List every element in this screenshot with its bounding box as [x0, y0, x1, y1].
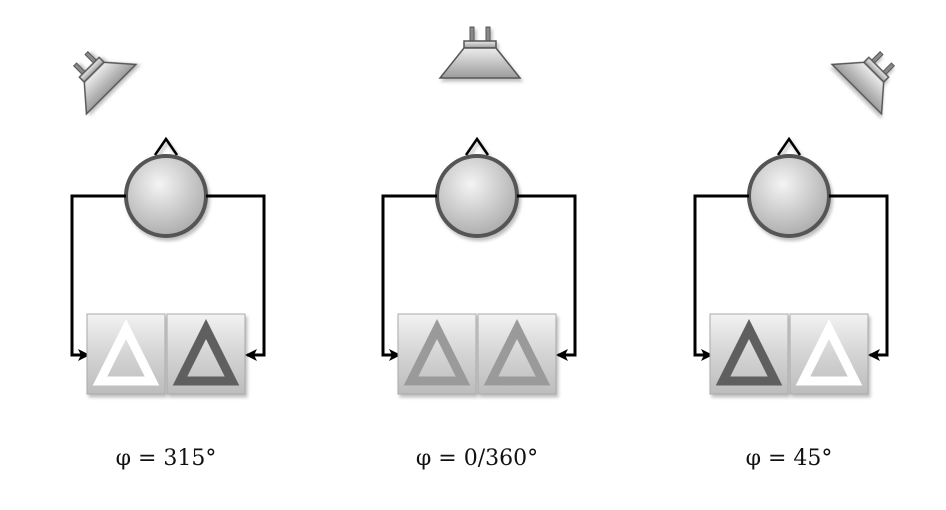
head-icon [747, 136, 831, 238]
right-triangle-box [477, 313, 557, 395]
speaker-icon [830, 51, 895, 116]
right-triangle-box [789, 313, 869, 395]
angle-label-3: φ = 45° [745, 446, 833, 471]
speaker-icon [73, 51, 138, 116]
right-arrow-path [206, 194, 266, 361]
panel-1 [70, 51, 266, 395]
head-icon [124, 136, 208, 238]
left-triangle-box [397, 313, 477, 395]
panel-3 [693, 51, 895, 395]
right-triangle-box [166, 313, 246, 395]
angle-label-2: φ = 0/360° [415, 446, 539, 471]
right-arrow-path [829, 194, 889, 361]
panel-2 [381, 26, 577, 395]
left-triangle-box [709, 313, 789, 395]
head-icon [435, 136, 519, 238]
angle-label-1: φ = 315° [115, 446, 217, 471]
left-arrow-path [381, 194, 437, 361]
left-arrow-path [693, 194, 749, 361]
left-arrow-path [70, 194, 126, 361]
right-arrow-path [517, 194, 577, 361]
speaker-icon [438, 26, 522, 79]
left-triangle-box [86, 313, 166, 395]
